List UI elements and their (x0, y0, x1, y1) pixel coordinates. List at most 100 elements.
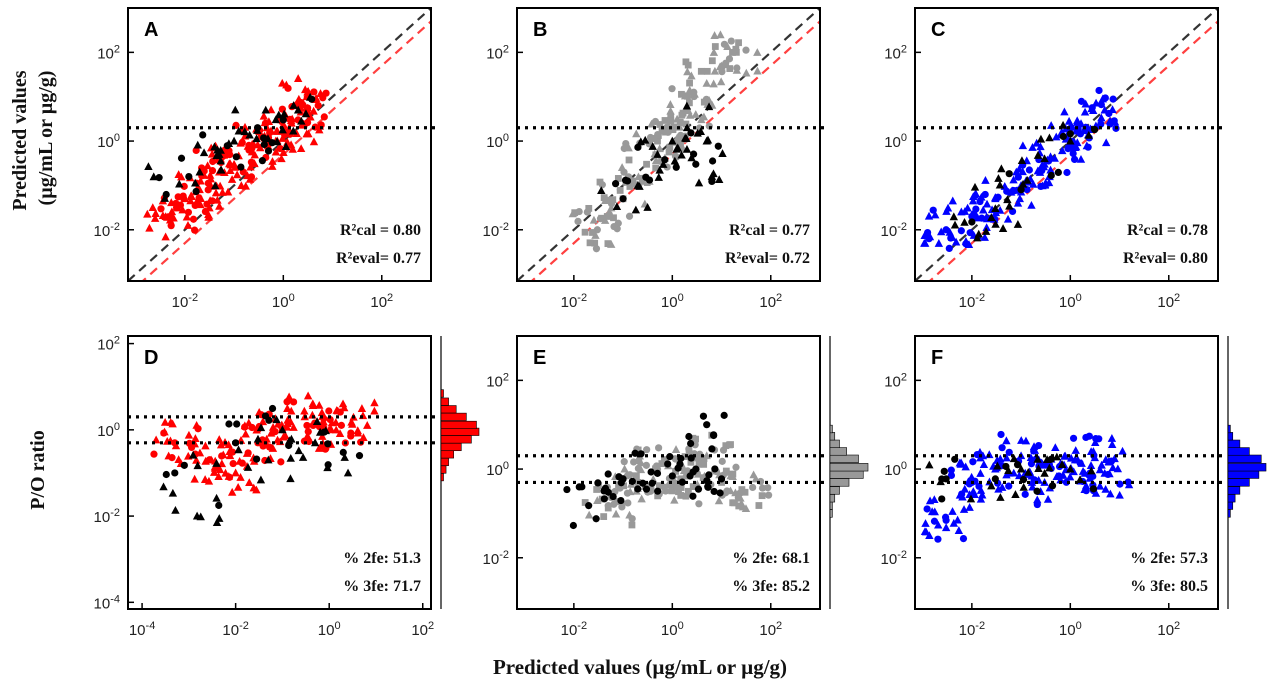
point-blue (976, 486, 986, 494)
point-grey (753, 66, 762, 75)
point-black (340, 453, 349, 461)
point-red (303, 421, 311, 430)
point-black (997, 164, 1006, 173)
x-tick-label: 102 (759, 292, 782, 311)
point-red (204, 212, 213, 221)
point-red (317, 121, 325, 129)
point-grey (575, 207, 583, 216)
point-blue (1060, 451, 1070, 460)
point-black (981, 227, 991, 235)
point-blue (929, 206, 937, 214)
point-grey (625, 510, 634, 519)
y-tick-label: 100 (486, 132, 509, 151)
point-blue (1087, 104, 1096, 113)
point-blue (948, 196, 957, 205)
point-grey (684, 92, 691, 100)
point-black (1089, 485, 1098, 493)
point-blue (1058, 146, 1067, 155)
point-grey (684, 487, 692, 495)
y-tick-label: 10-2 (94, 221, 120, 240)
y-tick-label: 100 (884, 460, 907, 479)
point-black (253, 434, 263, 443)
point-blue (969, 458, 977, 466)
point-grey (716, 77, 726, 86)
point-blue (1003, 214, 1013, 223)
point-black (256, 423, 266, 432)
point-black (689, 492, 697, 500)
panels: 10-2 100 102 10-2 100 102 A R²cal = 0.80 R²eval=… (94, 7, 1267, 639)
point-black (563, 485, 571, 494)
point-black (216, 156, 225, 165)
point-blue (963, 203, 972, 212)
point-blue (966, 229, 974, 237)
point-black-3 (668, 136, 677, 145)
point-grey-6 (702, 78, 711, 87)
point-black-4 (1066, 136, 1075, 145)
point-grey (620, 458, 628, 466)
point-red (215, 435, 224, 443)
point-red (337, 421, 346, 429)
point-grey (709, 48, 719, 56)
histogram-bar (1227, 478, 1250, 487)
point-blue (1028, 482, 1037, 491)
point-grey (586, 239, 594, 247)
point-red (242, 449, 252, 457)
point-grey (689, 434, 697, 442)
point-black-3 (229, 136, 239, 145)
point-black (1013, 220, 1023, 228)
point-grey (601, 196, 610, 204)
point-grey (649, 135, 657, 142)
point-red (299, 101, 307, 109)
point-blue (1040, 180, 1050, 189)
point-black (601, 484, 610, 492)
point-red (229, 459, 237, 468)
point-blue (975, 482, 983, 490)
point-grey (629, 177, 636, 185)
point-blue (948, 233, 957, 241)
point-red (249, 139, 258, 148)
point-red (316, 89, 325, 97)
point-blue (1072, 118, 1082, 126)
point-red (180, 182, 188, 190)
point-black (188, 450, 198, 459)
point-red (225, 159, 234, 168)
point-black (645, 176, 654, 184)
point-grey (689, 483, 697, 490)
point-blue (1036, 142, 1045, 151)
point-black (643, 203, 652, 211)
point-red (176, 201, 185, 209)
point-grey (731, 499, 738, 507)
point-red (168, 419, 177, 428)
point-red (296, 144, 306, 153)
point-blue (1065, 472, 1075, 481)
point-black (234, 126, 243, 135)
point-blue (1009, 175, 1018, 184)
point-black (659, 160, 668, 168)
point-grey (711, 43, 719, 50)
point-black-0 (171, 469, 179, 477)
point-grey (620, 144, 628, 153)
point-black (1005, 170, 1013, 178)
point-blue (921, 238, 930, 247)
point-red (186, 196, 195, 205)
point-black-4 (278, 425, 287, 434)
point-grey (600, 513, 608, 520)
y-tick-label: 100 (97, 421, 120, 440)
point-black (597, 186, 606, 195)
point-black (281, 142, 291, 150)
point-grey (591, 231, 600, 239)
point-grey (675, 488, 682, 496)
point-grey (718, 457, 726, 465)
point-black (1045, 133, 1054, 142)
point-black (225, 420, 233, 428)
panel-c: 10-2 100 102 10-2 100 102 C R²cal = 0.78 R²eval=… (881, 7, 1226, 311)
point-blue (948, 507, 957, 515)
x-tick-label: 100 (1059, 620, 1082, 639)
point-black (704, 483, 712, 491)
point-grey (727, 441, 734, 448)
point-red (314, 444, 324, 452)
point-black (693, 128, 702, 137)
point-grey (682, 58, 690, 66)
point-black (240, 127, 249, 136)
point-blue (1086, 461, 1096, 469)
